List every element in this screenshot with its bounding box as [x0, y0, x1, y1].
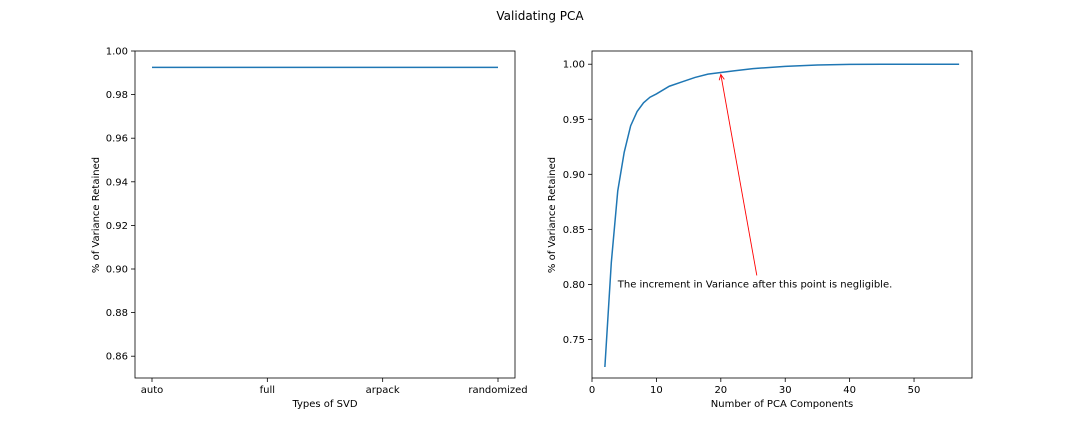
right-x-tick-label: 40	[843, 385, 856, 396]
left-y-tick-label: 0.98	[106, 90, 128, 101]
left-chart-validating-svd: auto full arpack randomized 0.86 0.88 0.90 0.9…	[91, 47, 528, 411]
right-y-tick-label: 0.80	[563, 280, 585, 291]
left-chart-xlabel: Types of SVD	[291, 399, 357, 410]
right-y-tick-label: 0.75	[563, 335, 585, 346]
left-chart-frame	[134, 50, 516, 379]
annotation-text: The increment in Variance after this poi…	[617, 279, 893, 290]
right-series-line	[604, 63, 960, 368]
left-y-tick-label: 0.90	[106, 265, 128, 276]
right-chart-y-axis: 0.75 0.80 0.85 0.90 0.95 1.00	[563, 60, 592, 346]
right-y-tick-label: 0.90	[563, 170, 585, 181]
right-y-tick-label: 1.00	[563, 60, 585, 71]
left-chart-x-axis: auto full arpack randomized	[141, 378, 528, 396]
right-x-tick-label: 50	[908, 385, 921, 396]
left-y-tick-label: 0.88	[106, 308, 128, 319]
right-chart-pca-components: 0 10 20 30 40 50 0.75 0.80 0.85 0.90 0.95 1.00 The…	[547, 50, 973, 410]
left-chart-y-axis: 0.86 0.88 0.90 0.92 0.94 0.96 0.98 1.00	[106, 47, 135, 363]
right-y-tick-label: 0.95	[563, 115, 585, 126]
annotation-arrow	[720, 74, 758, 276]
right-chart-series	[604, 63, 960, 368]
left-y-tick-label: 0.94	[106, 177, 128, 188]
figure-suptitle: Validating PCA	[496, 9, 584, 23]
left-y-tick-label: 0.92	[106, 221, 128, 232]
left-x-tick-label: randomized	[468, 385, 527, 396]
right-chart-xlabel: Number of PCA Components	[711, 399, 853, 410]
left-x-tick-label: auto	[141, 385, 164, 396]
right-chart-annotation: The increment in Variance after this poi…	[617, 73, 893, 290]
left-y-tick-label: 0.86	[106, 352, 128, 363]
annotation-arrowhead	[718, 73, 725, 81]
right-x-tick-label: 10	[650, 385, 663, 396]
left-x-tick-label: arpack	[366, 385, 400, 396]
right-chart-ylabel: % of Variance Retained	[547, 157, 558, 273]
right-chart-frame	[591, 50, 973, 379]
right-y-tick-label: 0.85	[563, 225, 585, 236]
left-chart-ylabel: % of Variance Retained	[91, 157, 102, 273]
right-chart-x-axis: 0 10 20 30 40 50	[589, 378, 921, 396]
left-y-tick-label: 0.96	[106, 134, 128, 145]
right-x-tick-label: 30	[779, 385, 792, 396]
right-x-tick-label: 0	[589, 385, 595, 396]
right-x-tick-label: 20	[714, 385, 727, 396]
left-y-tick-label: 1.00	[106, 47, 128, 58]
left-x-tick-label: full	[260, 385, 275, 396]
